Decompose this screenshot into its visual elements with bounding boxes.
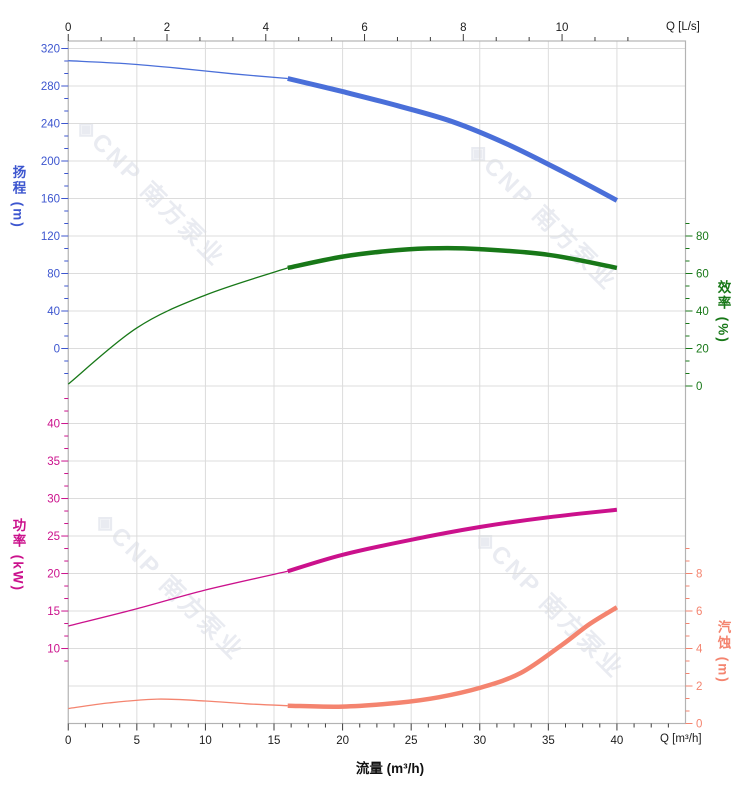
- head-axis-title: 扬程 (m): [10, 165, 26, 229]
- head-tick-label: 280: [41, 81, 60, 93]
- bottom-tick-label: 40: [611, 735, 624, 747]
- head-tick-label: 200: [41, 156, 60, 168]
- npsh-axis-labels: 8 6 4 2 0: [696, 569, 703, 731]
- bottom-tick-label: 10: [199, 735, 212, 747]
- efficiency-curve-extended: [67, 267, 288, 385]
- bottom-tick-label: 25: [405, 735, 418, 747]
- npsh-tick-label: 4: [696, 644, 703, 656]
- power-curve: [287, 507, 618, 574]
- top-axis-ticks: [67, 34, 629, 41]
- efficiency-axis-ticks: [685, 223, 693, 387]
- efficiency-tick-label: 80: [696, 231, 709, 243]
- power-tick-label: 10: [47, 644, 60, 656]
- power-axis-labels: 40 35 30 25 20 15 10: [47, 419, 60, 656]
- power-axis-title: 功率 (kW): [10, 518, 26, 592]
- npsh-axis-ticks: [685, 548, 693, 724]
- power-tick-label: 30: [47, 494, 60, 506]
- npsh-tick-label: 0: [696, 719, 702, 731]
- efficiency-axis-title: 效率 (%): [715, 280, 731, 344]
- efficiency-axis-labels: 80 60 40 20 0: [696, 231, 709, 393]
- head-axis-labels: 320 280 240 200 160 120 80 40 0: [41, 44, 60, 356]
- flow-axis-title: 流量 (m³/h): [355, 761, 425, 776]
- head-curve: [287, 76, 619, 203]
- head-tick-label: 160: [41, 194, 60, 206]
- head-tick-label: 80: [47, 269, 60, 281]
- npsh-tick-label: 8: [696, 569, 702, 581]
- efficiency-tick-label: 60: [696, 269, 709, 281]
- power-axis-ticks: [61, 398, 69, 662]
- top-tick-label: 6: [361, 22, 367, 34]
- top-axis-labels: 0 2 4 6 8 10: [65, 22, 568, 34]
- top-tick-label: 4: [263, 22, 270, 34]
- head-tick-label: 120: [41, 231, 60, 243]
- bottom-tick-label: 0: [65, 735, 71, 747]
- npsh-curve: [287, 605, 619, 709]
- top-axis-unit-label: Q [L/s]: [666, 21, 700, 33]
- bottom-tick-label: 5: [134, 735, 140, 747]
- npsh-tick-label: 2: [696, 681, 702, 693]
- top-tick-label: 0: [65, 22, 71, 34]
- power-tick-label: 40: [47, 419, 60, 431]
- power-curve-extended: [68, 570, 288, 627]
- bottom-tick-label: 35: [542, 735, 555, 747]
- power-tick-label: 25: [47, 531, 60, 543]
- npsh-curve-extended: [68, 698, 288, 710]
- power-tick-label: 20: [47, 569, 60, 581]
- bottom-axis-unit-label: Q [m³/h]: [660, 733, 702, 745]
- bottom-tick-label: 20: [336, 735, 349, 747]
- efficiency-curve: [287, 245, 618, 271]
- head-tick-label: 320: [41, 44, 60, 56]
- head-tick-label: 240: [41, 119, 60, 131]
- top-tick-label: 10: [556, 22, 569, 34]
- power-tick-label: 35: [47, 456, 60, 468]
- head-tick-label: 40: [47, 306, 60, 318]
- efficiency-tick-label: 40: [696, 306, 709, 318]
- efficiency-tick-label: 20: [696, 344, 709, 356]
- npsh-tick-label: 6: [696, 606, 702, 618]
- power-tick-label: 15: [47, 606, 60, 618]
- head-tick-label: 0: [54, 344, 60, 356]
- bottom-axis-labels: 0 5 10 15 20 25 30 35 40: [65, 735, 623, 747]
- head-curve-extended: [68, 60, 288, 80]
- head-axis-ticks: [61, 48, 69, 375]
- npsh-axis-title: 汽蚀 (m): [715, 620, 731, 684]
- top-tick-label: 2: [164, 22, 170, 34]
- bottom-tick-label: 30: [473, 735, 486, 747]
- efficiency-tick-label: 0: [696, 381, 702, 393]
- gridlines: [68, 41, 686, 724]
- top-tick-label: 8: [460, 22, 466, 34]
- bottom-tick-label: 15: [268, 735, 281, 747]
- bottom-axis-ticks: [67, 723, 669, 731]
